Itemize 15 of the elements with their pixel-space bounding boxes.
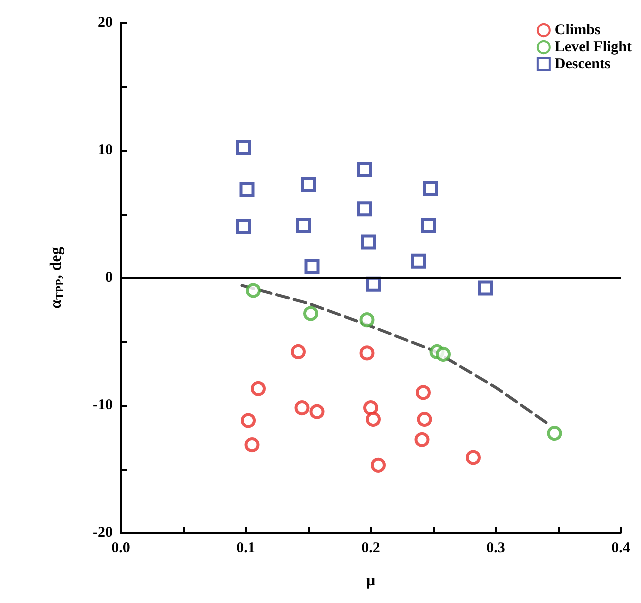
x-tick-label: 0.2: [362, 540, 380, 556]
legend-label: Descents: [554, 56, 611, 72]
legend-label: Climbs: [554, 22, 601, 38]
x-axis-title: μ: [366, 572, 376, 590]
x-tick-label: 0.1: [236, 540, 256, 556]
y-axis-title: αTPP, deg: [48, 247, 66, 309]
legend-label: Level Flight: [554, 40, 632, 56]
y-tick-label: -20: [93, 525, 113, 541]
y-tick-label: 20: [98, 15, 113, 31]
x-tick-label: 0.3: [486, 540, 506, 556]
x-tick-label: 0.4: [612, 540, 631, 556]
x-tick-label: 0.0: [112, 540, 130, 556]
y-tick-label: 0: [106, 270, 113, 286]
y-tick-label: 10: [98, 142, 113, 158]
y-tick-label: -10: [93, 398, 113, 414]
